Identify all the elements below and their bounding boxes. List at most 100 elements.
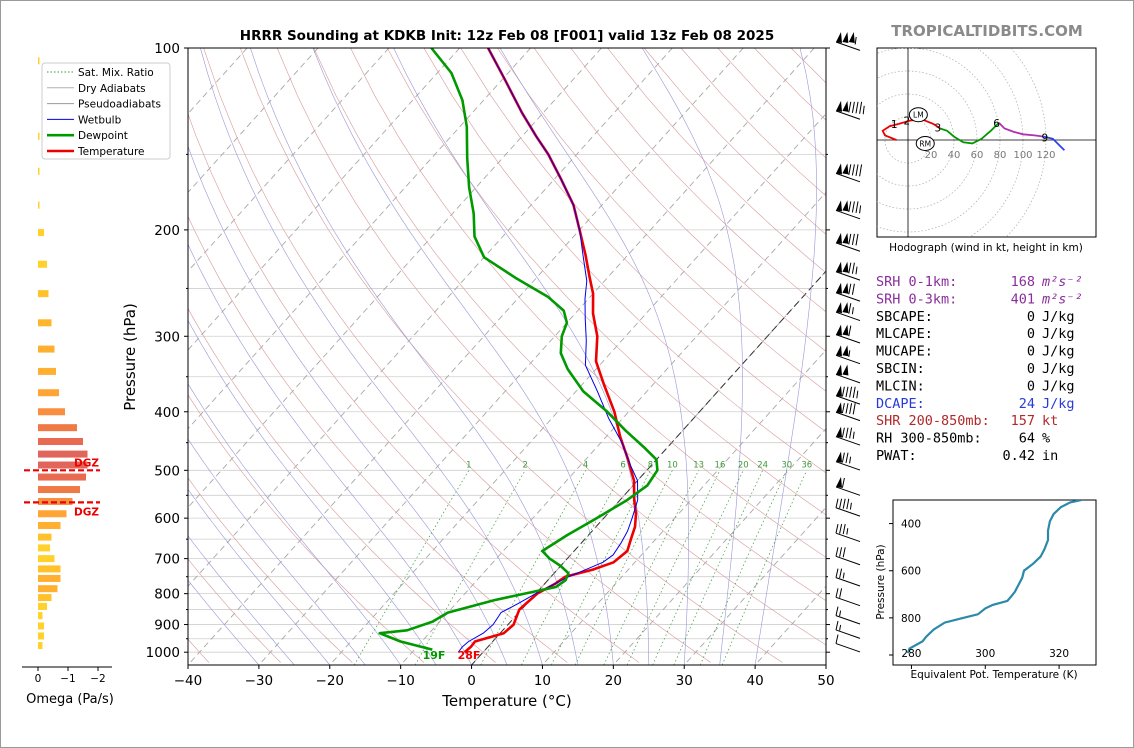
y-tick-label: 200	[154, 223, 180, 239]
hodograph-trace	[881, 123, 900, 141]
mixing-ratio-line	[699, 470, 788, 665]
dry-adiabat	[188, 477, 353, 663]
mixing-ratio-label: 13	[693, 460, 704, 470]
omega-bar	[38, 319, 52, 327]
wind-barb	[835, 498, 861, 517]
stat-label: SRH 0-3km:	[876, 291, 957, 307]
wind-barb	[835, 100, 865, 120]
barb-flag	[835, 606, 839, 616]
mixing-ratio-label: 16	[715, 460, 726, 470]
stat-label: SBCIN:	[876, 361, 925, 377]
barb-flag	[851, 101, 855, 113]
barb-flag	[859, 101, 863, 114]
barb-half-flag	[849, 456, 852, 464]
stat-unit: %	[1042, 431, 1050, 447]
barb-flag	[839, 524, 843, 534]
y-tick-label: 700	[154, 552, 180, 568]
pseudoadiabat	[188, 579, 260, 665]
stat-unit: m²s⁻²	[1041, 291, 1083, 307]
stat-value: 168	[1011, 274, 1035, 290]
dry-adiabat	[276, 48, 826, 646]
dry-adiabat	[497, 48, 826, 392]
hodograph-ring-label: 120	[1036, 150, 1055, 161]
barb-flag	[848, 262, 852, 274]
barb-pennant	[842, 232, 849, 244]
barb-shaft	[835, 461, 861, 471]
omega-bar	[38, 544, 50, 552]
wind-barb	[835, 282, 861, 302]
dry-adiabat	[188, 215, 568, 663]
omega-bar	[38, 424, 77, 432]
barb-pennant	[836, 451, 842, 463]
omega-bar	[38, 612, 43, 620]
barb-half-flag	[852, 431, 855, 439]
barb-pennant	[842, 324, 849, 336]
barb-pennant	[842, 100, 849, 112]
mixing-ratio-label: 1	[466, 460, 471, 470]
pseudoadiabat	[188, 145, 508, 665]
x-tick-label: 30	[676, 673, 693, 689]
mixing-ratio-line	[603, 470, 700, 665]
mixing-ratio-line	[652, 470, 744, 665]
stat-unit: in	[1042, 448, 1058, 464]
barb-shaft	[835, 507, 861, 517]
barb-pennant	[836, 302, 842, 314]
barb-shaft	[835, 596, 861, 607]
barb-flag	[845, 427, 849, 439]
wind-barb	[835, 261, 861, 281]
barb-flag	[848, 233, 852, 245]
barb-flag	[848, 164, 852, 176]
omega-bar	[38, 510, 67, 518]
barb-shaft	[835, 643, 861, 653]
omega-bar	[38, 389, 59, 397]
barb-flag	[849, 427, 853, 439]
omega-bar	[38, 201, 40, 209]
barb-flag	[851, 262, 855, 274]
hodograph-panel: 20 40 60 80 100 120 1 2 3 6 9 LM RM Hodograph (wind …	[876, 47, 1097, 254]
wind-barb	[835, 32, 861, 51]
hodograph-caption: Hodograph (wind in kt, height in km)	[889, 242, 1083, 254]
mixing-ratio-line	[626, 470, 721, 665]
pseudoadiabat	[754, 48, 817, 665]
dry-adiabat	[350, 48, 826, 558]
legend: Sat. Mix. Ratio Dry Adiabats Pseudoadiabat…	[41, 62, 171, 160]
wind-barb	[835, 364, 861, 384]
barb-pennant	[836, 364, 842, 376]
stat-value: 24	[1019, 396, 1035, 412]
barb-flag	[839, 547, 843, 557]
omega-bar	[38, 228, 44, 236]
storm-motion-marker	[915, 135, 935, 151]
hodograph-height-label: 3	[935, 122, 942, 134]
isotherm-line	[683, 506, 826, 665]
surface-dewpoint-label: 19F	[423, 649, 446, 662]
stat-value: 0	[1027, 326, 1035, 342]
barb-flag	[842, 524, 846, 535]
pseudoadiabat	[188, 535, 295, 665]
barb-shaft	[835, 486, 861, 496]
barb-shaft	[835, 615, 861, 625]
barb-pennant	[842, 32, 849, 43]
legend-entry: Sat. Mix. Ratio	[78, 67, 154, 79]
barb-flag	[855, 164, 859, 176]
x-tick-label: 50	[817, 673, 834, 689]
barb-pennant	[836, 100, 842, 112]
barb-shaft	[835, 209, 861, 220]
dry-adiabat	[188, 113, 640, 663]
stats-panel: SRH 0-1km: 168 m²s⁻² SRH 0-3km: 401 m²s⁻² SBCA…	[876, 274, 1083, 464]
stat-unit: J/kg	[1042, 344, 1075, 360]
barb-flag	[848, 303, 852, 314]
x-tick-label: 20	[605, 673, 622, 689]
barb-shaft	[835, 436, 861, 446]
stat-label: MLCIN:	[876, 378, 925, 394]
pseudoadiabat	[188, 488, 331, 665]
barb-pennant	[836, 402, 842, 414]
hodograph-trace	[921, 118, 941, 130]
barb-pennant	[842, 282, 849, 294]
stat-value: 0.42	[1002, 448, 1035, 464]
theta-e-y-tick-label: 600	[901, 566, 921, 578]
y-axis-label: Pressure (hPa)	[121, 303, 139, 411]
omega-bar	[38, 574, 61, 582]
barb-pennant	[836, 200, 842, 212]
barb-pennant	[836, 345, 842, 357]
